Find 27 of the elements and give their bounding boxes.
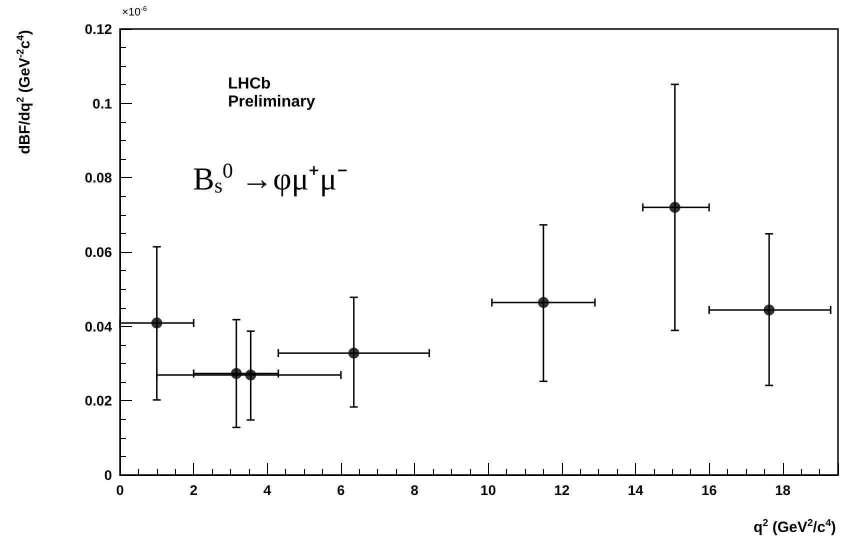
x-tick-label: 0: [116, 482, 124, 498]
y-tick-label: 0.04: [84, 318, 112, 334]
x-tick-label: 18: [774, 482, 791, 498]
x-tick-label: 14: [628, 482, 644, 498]
x-tick-label: 6: [337, 482, 346, 498]
y-tick-label: 0.08: [84, 170, 112, 186]
x-tick-label: 8: [410, 482, 419, 498]
point: [245, 370, 256, 381]
x-tick-label: 12: [554, 482, 570, 498]
point: [230, 368, 242, 380]
x-tick-label: 2: [190, 482, 198, 498]
annotation: LHCb: [228, 76, 271, 92]
point: [348, 348, 360, 359]
x-tick-label: 10: [480, 482, 496, 498]
y-tick-label: 0.12: [84, 21, 112, 37]
annotation: Preliminary: [228, 94, 316, 110]
point: [669, 202, 680, 213]
y-axis-title: dBF/dq2 (GeV-2c4): [16, 30, 34, 154]
point: [151, 317, 162, 328]
x-tick-label: 4: [263, 482, 272, 498]
point: [538, 297, 549, 308]
y-tick-label: 0.02: [84, 392, 112, 409]
y-tick-label: 0.06: [84, 244, 112, 260]
x-tick-label: 16: [701, 482, 718, 498]
y-tick-label: 0: [104, 467, 112, 483]
point: [764, 304, 775, 316]
y-tick-label: 0.1: [92, 95, 112, 112]
